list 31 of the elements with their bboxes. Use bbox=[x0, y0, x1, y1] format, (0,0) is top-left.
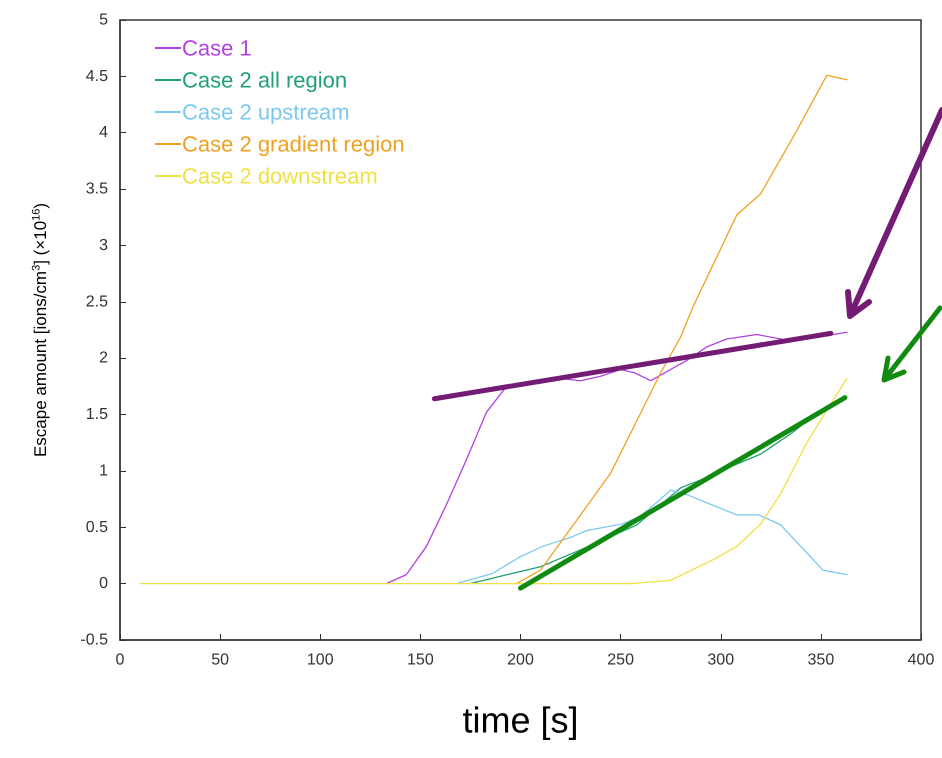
y-tick-label: 2 bbox=[99, 350, 108, 367]
line-series bbox=[456, 489, 848, 584]
y-tick-label: 4.5 bbox=[86, 68, 108, 85]
y-tick-label: 3.5 bbox=[86, 180, 108, 198]
y-tick-label: 2.5 bbox=[86, 293, 108, 310]
x-tick-label: 400 bbox=[908, 652, 934, 668]
x-tick-label: 50 bbox=[211, 652, 230, 668]
y-tick-label: 1.5 bbox=[86, 406, 108, 424]
x-tick-label: 0 bbox=[116, 652, 125, 668]
y-tick-label: 3 bbox=[99, 236, 108, 254]
y-axis-title: Escape amount [ions/cm3] (×1016) bbox=[30, 202, 50, 458]
y-tick-label: 0.5 bbox=[86, 518, 108, 536]
x-tick-label: 250 bbox=[607, 652, 634, 668]
y-tick-label: 4 bbox=[99, 124, 108, 142]
line-series bbox=[516, 74, 848, 584]
y-tick-label: -0.5 bbox=[80, 632, 108, 648]
x-tick-label: 300 bbox=[707, 652, 734, 668]
x-tick-label: 350 bbox=[808, 652, 834, 668]
y-tick-label: 0 bbox=[99, 575, 108, 592]
x-tick-label: 200 bbox=[507, 652, 534, 668]
line-series bbox=[139, 378, 848, 584]
y-tick-label: 1 bbox=[99, 462, 108, 480]
x-tick-label: 150 bbox=[407, 652, 434, 668]
y-tick-label: 5 bbox=[99, 12, 108, 28]
legend-label: Case 2 downstream bbox=[182, 164, 378, 188]
x-tick-label: 100 bbox=[306, 652, 334, 668]
x-axis-title: time [s] bbox=[462, 700, 579, 740]
legend-label: Case 2 upstream bbox=[182, 100, 350, 124]
legend-label: Case 2 all region bbox=[182, 68, 348, 92]
legend-label: Case 1 bbox=[182, 36, 252, 60]
legend-label: Case 2 gradient region bbox=[182, 132, 405, 156]
